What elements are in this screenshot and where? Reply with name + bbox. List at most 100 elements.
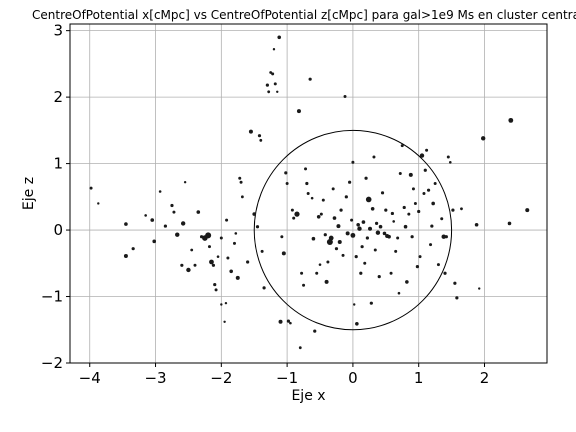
data-point: [248, 129, 253, 134]
data-point: [272, 48, 276, 51]
data-point: [408, 172, 413, 177]
data-point: [405, 280, 409, 284]
data-point: [286, 319, 291, 323]
data-point: [455, 296, 459, 300]
data-point: [441, 234, 446, 239]
x-tick-label: −2: [210, 369, 232, 387]
data-point: [205, 232, 212, 239]
data-point: [350, 232, 356, 238]
data-point: [265, 83, 269, 87]
chart-title: CentreOfPotential x[cMpc] vs CentreOfPot…: [32, 8, 576, 22]
data-point: [363, 261, 367, 265]
data-point: [345, 231, 350, 236]
data-point: [323, 233, 327, 237]
data-point: [180, 221, 186, 226]
data-point: [417, 209, 421, 214]
data-point: [226, 256, 230, 260]
data-point: [359, 271, 363, 275]
x-axis-label: Eje x: [291, 388, 325, 404]
data-point: [446, 155, 450, 159]
data-point: [240, 195, 244, 199]
data-point: [271, 72, 275, 76]
data-point: [124, 222, 128, 226]
data-point: [235, 275, 240, 280]
data-point: [419, 153, 425, 158]
data-point: [318, 263, 322, 266]
grid: [70, 24, 547, 364]
data-point: [364, 176, 368, 180]
data-point: [267, 90, 271, 94]
data-point: [144, 214, 147, 217]
data-point: [425, 148, 429, 152]
data-point: [368, 226, 373, 231]
data-point: [290, 208, 294, 212]
y-tick-label: −1: [41, 288, 63, 306]
data-point: [313, 329, 317, 333]
data-point: [211, 263, 216, 267]
data-point: [305, 181, 309, 186]
data-point: [190, 248, 194, 252]
data-point: [480, 136, 486, 141]
data-point: [451, 208, 455, 212]
data-point: [183, 181, 187, 184]
y-axis-label: Eje z: [21, 177, 37, 210]
data-point: [423, 168, 427, 172]
data-point: [407, 212, 411, 216]
data-point: [339, 208, 343, 212]
data-point: [238, 176, 242, 180]
data-point: [410, 235, 414, 239]
data-point: [415, 265, 419, 269]
data-point: [344, 195, 348, 199]
data-point: [384, 208, 388, 212]
data-point: [337, 240, 342, 245]
data-point: [353, 303, 356, 306]
data-point: [158, 190, 162, 193]
data-point: [175, 232, 180, 237]
data-point: [365, 196, 372, 203]
data-point: [474, 222, 479, 227]
data-point: [440, 217, 444, 221]
data-point: [225, 218, 229, 222]
data-point: [443, 271, 447, 275]
data-point: [413, 201, 417, 205]
data-point: [97, 202, 100, 205]
data-point: [276, 90, 279, 94]
data-point: [280, 235, 284, 239]
data-point: [172, 210, 176, 214]
data-point: [357, 226, 362, 231]
data-point: [355, 321, 359, 326]
data-point: [229, 269, 233, 274]
plot-frame: [69, 23, 548, 364]
y-axis-ticks: −2 −1 0 1 2 3: [41, 22, 70, 372]
x-tick-label: −3: [144, 369, 166, 387]
data-point: [252, 212, 257, 216]
data-point: [281, 251, 286, 256]
reference-circle: [253, 129, 453, 331]
data-point: [260, 249, 264, 253]
data-point: [431, 201, 435, 206]
data-point: [300, 271, 304, 275]
data-point: [302, 283, 306, 287]
data-point: [259, 138, 263, 142]
data-point: [308, 77, 312, 81]
data-point: [207, 245, 211, 249]
data-point: [453, 281, 457, 285]
data-point: [224, 301, 228, 305]
data-point: [429, 243, 433, 247]
data-point: [370, 206, 375, 211]
data-point: [478, 287, 481, 290]
data-point: [219, 236, 223, 240]
data-point: [525, 208, 530, 213]
data-point: [374, 221, 379, 226]
y-tick-label: −2: [41, 354, 63, 372]
data-point: [377, 274, 381, 279]
data-point: [350, 218, 354, 222]
data-point: [255, 225, 260, 229]
data-point: [375, 230, 381, 235]
data-point: [382, 231, 387, 236]
data-point: [278, 319, 283, 324]
data-point: [298, 346, 302, 350]
data-point: [433, 182, 437, 186]
data-point: [392, 220, 396, 223]
